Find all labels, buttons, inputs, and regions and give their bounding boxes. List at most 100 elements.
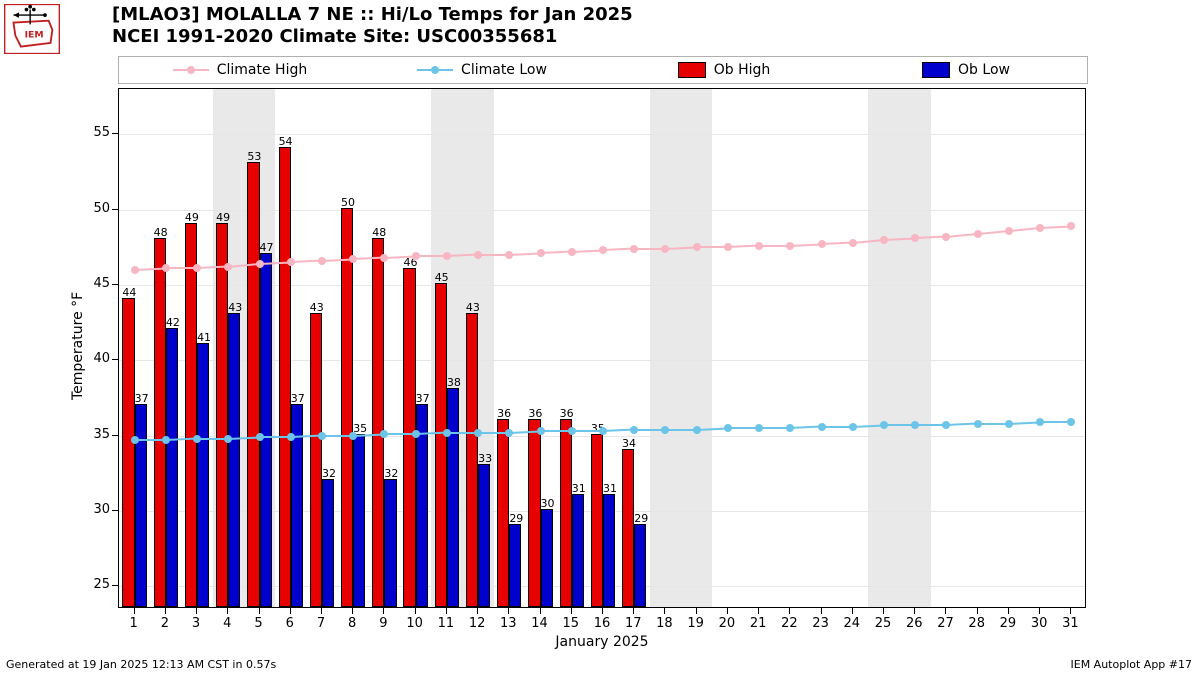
legend-climate-high: Climate High: [119, 62, 361, 78]
climate-low-marker: [1036, 418, 1044, 426]
climate-low-marker: [755, 424, 763, 432]
climate-low-marker: [224, 435, 232, 443]
climate-low-marker: [537, 427, 545, 435]
x-tick: [508, 608, 509, 614]
bar-ob-high: [622, 449, 634, 607]
climate-high-marker: [630, 245, 638, 253]
bar-ob-low: [260, 253, 272, 607]
chart-title: [MLAO3] MOLALLA 7 NE :: Hi/Lo Temps for …: [112, 4, 633, 48]
x-tick-label: 26: [902, 616, 926, 631]
bar-ob-high: [497, 419, 509, 607]
x-tick-label: 30: [1027, 616, 1051, 631]
bar-ob-low-label: 43: [228, 301, 250, 314]
y-tick: [112, 585, 118, 586]
x-tick: [1008, 608, 1009, 614]
y-tick: [112, 510, 118, 511]
x-tick: [664, 608, 665, 614]
x-tick: [945, 608, 946, 614]
x-tick: [821, 608, 822, 614]
x-tick-label: 22: [777, 616, 801, 631]
x-tick-label: 20: [715, 616, 739, 631]
climate-low-marker: [1067, 418, 1075, 426]
bar-ob-low: [478, 464, 490, 607]
legend: Climate High Climate Low Ob High Ob Low: [118, 56, 1088, 84]
y-tick-label: 45: [80, 276, 110, 291]
climate-high-marker: [162, 264, 170, 272]
climate-high-marker: [724, 243, 732, 251]
x-tick: [696, 608, 697, 614]
x-tick: [789, 608, 790, 614]
x-tick-label: 17: [621, 616, 645, 631]
bar-ob-low-label: 29: [634, 512, 656, 525]
bar-ob-high-label: 44: [122, 286, 144, 299]
bar-ob-high-label: 36: [560, 407, 582, 420]
legend-swatch-ob-high: [678, 62, 706, 78]
bar-ob-high: [185, 223, 197, 607]
bar-ob-low-label: 42: [166, 316, 188, 329]
bar-ob-low: [135, 404, 147, 607]
climate-low-marker: [693, 426, 701, 434]
bar-ob-high: [341, 208, 353, 607]
x-tick-label: 19: [684, 616, 708, 631]
bar-ob-high: [591, 434, 603, 607]
legend-ob-low: Ob Low: [845, 62, 1087, 78]
bar-ob-high-label: 48: [372, 226, 394, 239]
climate-high-marker: [412, 252, 420, 260]
x-tick-label: 27: [933, 616, 957, 631]
climate-low-marker: [786, 424, 794, 432]
legend-ob-high: Ob High: [603, 62, 845, 78]
x-tick: [165, 608, 166, 614]
climate-high-marker: [537, 249, 545, 257]
bar-ob-high: [310, 313, 322, 607]
x-tick-label: 28: [965, 616, 989, 631]
bar-ob-high-label: 53: [247, 150, 269, 163]
x-tick-label: 29: [996, 616, 1020, 631]
bar-ob-high: [216, 223, 228, 607]
climate-low-marker: [318, 432, 326, 440]
bar-ob-high-label: 50: [341, 196, 363, 209]
climate-low-marker: [568, 427, 576, 435]
bar-ob-high: [154, 238, 166, 607]
bar-ob-low: [634, 524, 646, 607]
legend-label: Ob Low: [958, 62, 1010, 78]
x-tick: [415, 608, 416, 614]
bar-ob-high-label: 34: [622, 437, 644, 450]
y-tick: [112, 209, 118, 210]
bar-ob-low-label: 32: [322, 467, 344, 480]
page: IEM [MLAO3] MOLALLA 7 NE :: Hi/Lo Temps …: [0, 0, 1200, 675]
y-tick: [112, 435, 118, 436]
climate-high-marker: [256, 260, 264, 268]
y-tick: [112, 359, 118, 360]
bar-ob-low: [509, 524, 521, 607]
bar-ob-low-label: 29: [509, 512, 531, 525]
y-tick-label: 25: [80, 577, 110, 592]
x-tick-label: 7: [309, 616, 333, 631]
climate-high-marker: [318, 257, 326, 265]
x-tick-label: 16: [590, 616, 614, 631]
climate-low-marker: [349, 432, 357, 440]
x-tick: [196, 608, 197, 614]
x-tick-label: 3: [184, 616, 208, 631]
x-tick-label: 24: [840, 616, 864, 631]
climate-low-marker: [942, 421, 950, 429]
bar-ob-low: [603, 494, 615, 607]
x-tick: [477, 608, 478, 614]
x-tick-label: 2: [153, 616, 177, 631]
x-tick-label: 14: [528, 616, 552, 631]
footer-app: IEM Autoplot App #17: [1071, 658, 1193, 671]
climate-high-marker: [661, 245, 669, 253]
x-tick: [633, 608, 634, 614]
climate-high-marker: [1036, 224, 1044, 232]
y-tick-label: 40: [80, 351, 110, 366]
bar-ob-high: [247, 162, 259, 607]
x-tick-label: 8: [340, 616, 364, 631]
climate-high-marker: [599, 246, 607, 254]
climate-low-marker: [911, 421, 919, 429]
bar-ob-low-label: 37: [135, 392, 157, 405]
x-tick: [977, 608, 978, 614]
climate-high-marker: [443, 252, 451, 260]
climate-low-marker: [599, 427, 607, 435]
title-line-1: [MLAO3] MOLALLA 7 NE :: Hi/Lo Temps for …: [112, 4, 633, 26]
x-tick: [290, 608, 291, 614]
climate-high-marker: [942, 233, 950, 241]
